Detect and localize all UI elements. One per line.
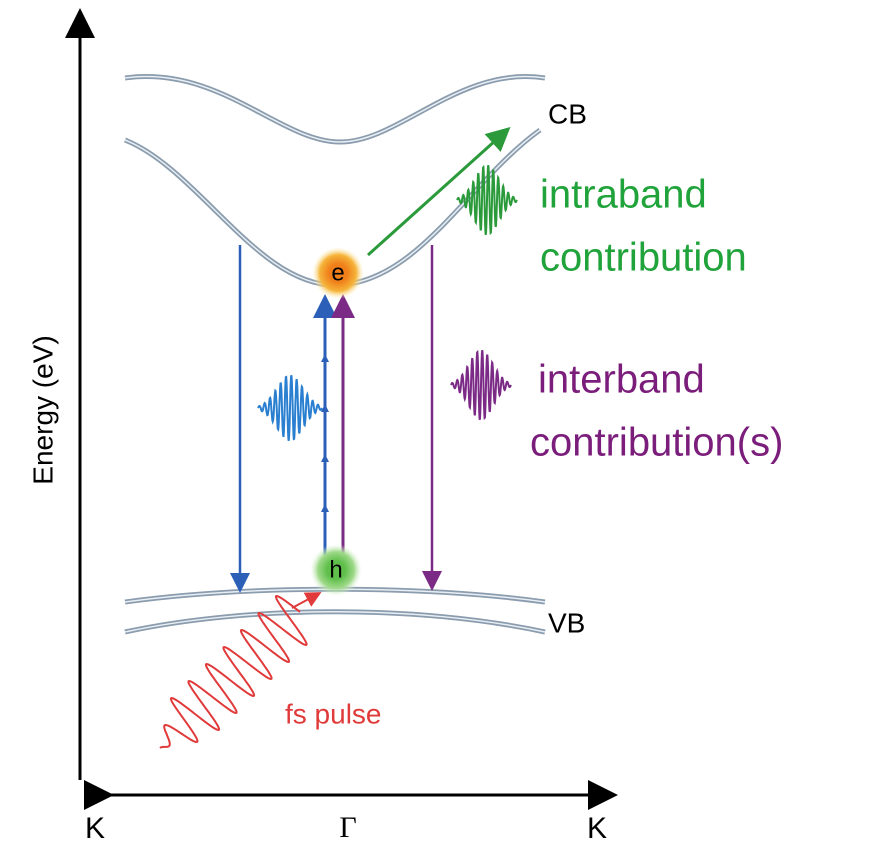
hole — [310, 544, 362, 596]
interband-label: contribution(s) — [530, 421, 783, 465]
intraband-label: contribution — [540, 236, 747, 280]
electron-label: e — [331, 259, 344, 286]
x-label: Γ — [339, 811, 356, 844]
hole-label: h — [329, 556, 342, 583]
x-label: K — [85, 812, 105, 845]
pulse-arrow — [291, 592, 322, 609]
interband-label: interband — [538, 358, 705, 402]
arrow-ticks — [321, 354, 329, 512]
intraband-arrow — [366, 126, 511, 257]
vb-label: VB — [548, 607, 585, 638]
intraband-label: intraband — [540, 173, 707, 217]
electron — [312, 247, 364, 299]
wave-packet — [450, 349, 512, 421]
fs-pulse — [159, 594, 308, 749]
wave-packets — [159, 164, 518, 749]
cb-label: CB — [548, 98, 587, 129]
wave-packet — [456, 164, 518, 236]
x-label: K — [587, 812, 607, 845]
pulse-label: fs pulse — [285, 698, 382, 729]
y-axis-label: Energy (eV) — [27, 335, 58, 484]
wave-packet — [257, 375, 323, 441]
